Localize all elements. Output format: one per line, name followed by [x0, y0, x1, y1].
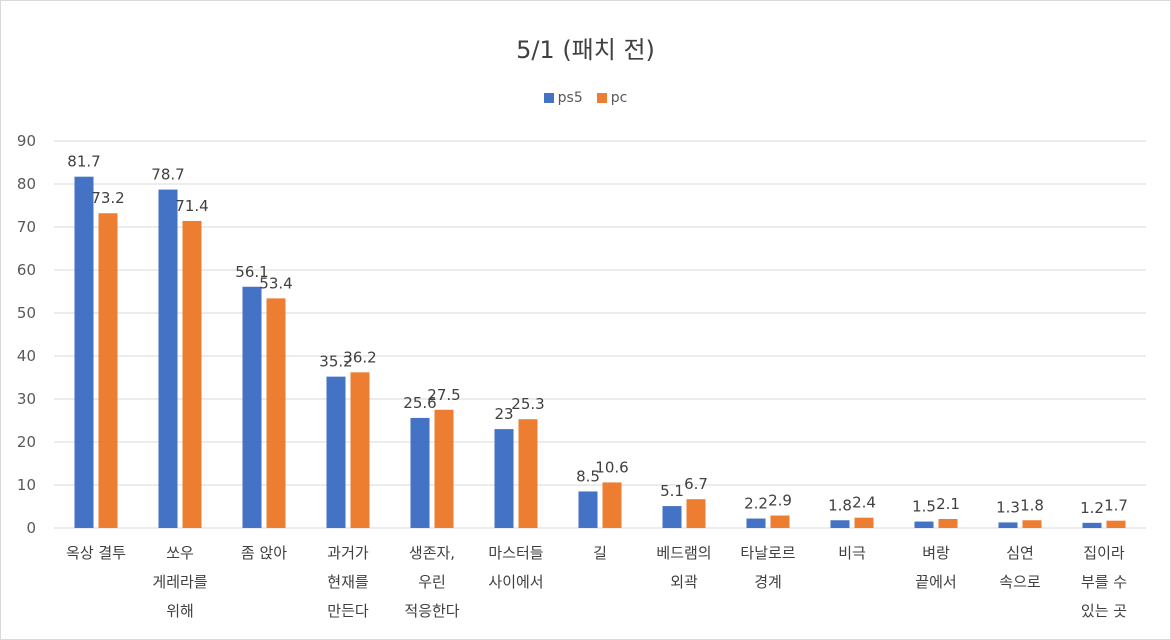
data-label-ps5: 2.2 [744, 495, 768, 513]
x-category-label: 생존자, [409, 544, 455, 562]
x-category-label: 비극 [838, 544, 866, 562]
x-category-label: 끝에서 [915, 573, 956, 591]
y-tick-label: 0 [26, 519, 36, 537]
y-tick-label: 70 [17, 218, 36, 236]
x-category-label: 있는 곳 [1081, 602, 1127, 620]
data-label-ps5: 1.5 [912, 498, 936, 516]
data-label-ps5: 23 [494, 405, 513, 423]
data-label-ps5: 56.1 [235, 263, 268, 281]
x-category-label: 마스터들 [488, 544, 543, 562]
y-tick-label: 80 [17, 175, 36, 193]
x-category-label: 부를 수 [1081, 573, 1127, 591]
bar-ps5 [74, 176, 94, 528]
bar-ps5 [158, 189, 178, 528]
legend-item-ps5: ps5 [543, 90, 583, 106]
data-label-pc: 2.9 [768, 492, 792, 510]
y-tick-label: 60 [17, 261, 36, 279]
bar-ps5 [830, 520, 850, 528]
bar-pc [182, 220, 202, 529]
data-label-pc: 1.8 [1020, 496, 1044, 514]
data-label-pc: 27.5 [427, 386, 460, 404]
bar-ps5 [242, 286, 262, 528]
y-tick-label: 40 [17, 347, 36, 365]
data-label-pc: 73.2 [91, 189, 124, 207]
x-category-label: 외곽 [670, 573, 698, 591]
x-category-label: 좀 앉아 [241, 544, 287, 562]
x-category-label: 옥상 결투 [66, 544, 126, 562]
data-label-pc: 2.4 [852, 494, 876, 512]
data-label-ps5: 78.7 [151, 166, 184, 184]
bar-pc [434, 409, 454, 528]
bar-ps5 [494, 429, 514, 528]
bar-pc [266, 298, 286, 528]
data-label-ps5: 1.3 [996, 498, 1020, 516]
x-category-label: 우린 [418, 573, 446, 591]
data-label-pc: 71.4 [175, 197, 208, 215]
x-category-label: 속으로 [999, 573, 1041, 591]
x-category-label: 쏘우 [166, 544, 194, 562]
legend-swatch-pc [596, 93, 607, 103]
bar-ps5 [914, 521, 934, 528]
data-label-pc: 10.6 [595, 458, 628, 476]
y-tick-label: 90 [17, 132, 36, 150]
bar-pc [938, 518, 958, 528]
data-label-pc: 53.4 [259, 274, 292, 292]
bar-pc [98, 213, 118, 529]
chart-legend: ps5 pc [0, 90, 1171, 106]
legend-label-ps5: ps5 [557, 90, 583, 106]
y-tick-label: 30 [17, 390, 36, 408]
data-label-pc: 25.3 [511, 395, 544, 413]
x-category-label: 게레라를 [152, 573, 207, 591]
x-category-label: 만든다 [327, 602, 369, 620]
data-label-pc: 36.2 [343, 348, 376, 366]
bar-pc [686, 499, 706, 528]
bar-pc [350, 372, 370, 528]
legend-item-pc: pc [596, 90, 628, 106]
x-category-label: 길 [593, 544, 607, 562]
x-category-label: 위해 [166, 602, 194, 620]
bar-pc [1022, 520, 1042, 528]
x-category-label: 심연 [1006, 544, 1034, 562]
x-category-label: 사이에서 [488, 573, 543, 591]
bar-ps5 [662, 506, 682, 528]
data-label-pc: 2.1 [936, 495, 960, 513]
data-label-pc: 1.7 [1104, 497, 1128, 515]
bar-ps5 [326, 376, 346, 528]
x-category-label: 경계 [754, 573, 782, 591]
x-category-label: 집이라 [1083, 544, 1125, 562]
bar-pc [770, 515, 790, 528]
y-tick-label: 50 [17, 304, 36, 322]
bar-pc [1106, 520, 1126, 528]
chart-title: 5/1 (패치 전) [516, 36, 655, 64]
data-label-ps5: 81.7 [67, 153, 100, 171]
x-category-label: 벼랑 [922, 544, 950, 562]
bar-ps5 [746, 518, 766, 528]
data-label-ps5: 35.2 [319, 353, 352, 371]
x-category-label: 타날로르 [740, 544, 795, 562]
bar-ps5 [410, 417, 430, 528]
bar-ps5 [998, 522, 1018, 528]
legend-label-pc: pc [610, 90, 628, 106]
data-label-ps5: 25.6 [403, 394, 436, 412]
bar-ps5 [578, 491, 598, 528]
x-category-label: 베드램의 [656, 544, 711, 562]
y-tick-label: 20 [17, 433, 36, 451]
data-label-pc: 6.7 [684, 475, 708, 493]
x-category-label: 현재를 [327, 573, 369, 591]
data-label-ps5: 8.5 [576, 467, 600, 485]
y-tick-label: 10 [17, 476, 36, 494]
bar-pc [854, 517, 874, 528]
x-category-label: 적응한다 [404, 602, 459, 620]
data-label-ps5: 1.8 [828, 496, 852, 514]
bar-pc [518, 419, 538, 528]
bar-ps5 [1082, 522, 1102, 528]
bar-pc [602, 482, 622, 528]
legend-swatch-ps5 [543, 93, 554, 103]
data-label-ps5: 5.1 [660, 482, 684, 500]
x-category-label: 과거가 [327, 544, 369, 562]
data-label-ps5: 1.2 [1080, 499, 1104, 517]
